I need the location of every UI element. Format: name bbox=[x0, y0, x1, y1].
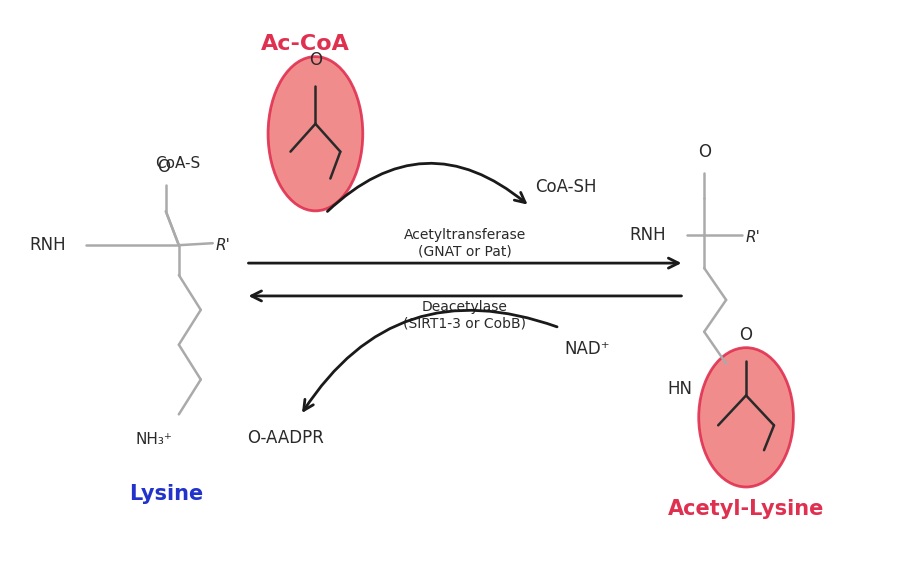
Text: Deacetylase
(SIRT1-3 or CobB): Deacetylase (SIRT1-3 or CobB) bbox=[403, 300, 526, 330]
Text: O: O bbox=[309, 51, 322, 69]
FancyArrowPatch shape bbox=[328, 163, 526, 211]
Text: O: O bbox=[740, 325, 752, 344]
FancyArrowPatch shape bbox=[303, 310, 557, 411]
Text: RNH: RNH bbox=[30, 236, 66, 254]
Text: Acetyl-Lysine: Acetyl-Lysine bbox=[668, 499, 824, 519]
Ellipse shape bbox=[268, 57, 363, 211]
Text: Acetyltransferase
(GNAT or Pat): Acetyltransferase (GNAT or Pat) bbox=[404, 228, 526, 258]
Text: HN: HN bbox=[667, 379, 692, 398]
Text: CoA-SH: CoA-SH bbox=[535, 178, 596, 197]
Text: Ac-CoA: Ac-CoA bbox=[261, 34, 350, 54]
Text: Lysine: Lysine bbox=[129, 484, 203, 504]
Text: R': R' bbox=[746, 229, 761, 245]
Text: CoA-S: CoA-S bbox=[156, 156, 201, 171]
Text: O: O bbox=[698, 143, 711, 161]
Text: RNH: RNH bbox=[629, 226, 666, 244]
Ellipse shape bbox=[698, 348, 794, 487]
Text: NH₃⁺: NH₃⁺ bbox=[136, 432, 173, 447]
Text: NAD⁺: NAD⁺ bbox=[564, 340, 610, 358]
Text: R': R' bbox=[216, 237, 230, 253]
Text: O: O bbox=[158, 157, 170, 176]
Text: O-AADPR: O-AADPR bbox=[248, 429, 324, 447]
